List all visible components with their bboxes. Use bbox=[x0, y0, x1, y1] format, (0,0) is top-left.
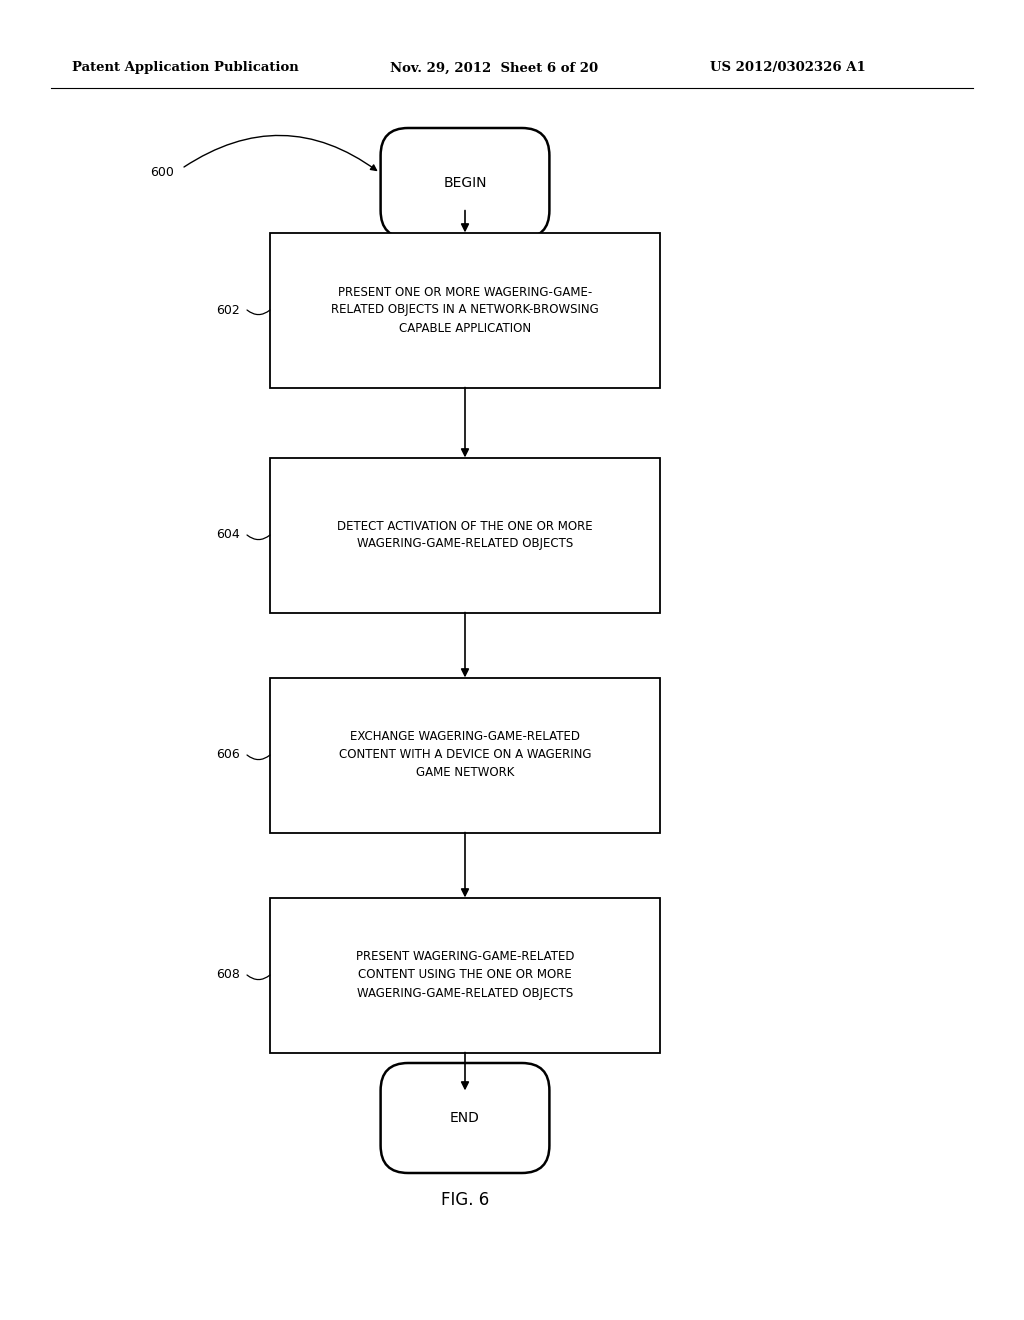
FancyBboxPatch shape bbox=[381, 1063, 550, 1173]
Bar bbox=[270, 898, 660, 1052]
Text: 606: 606 bbox=[216, 748, 240, 762]
Text: DETECT ACTIVATION OF THE ONE OR MORE
WAGERING-GAME-RELATED OBJECTS: DETECT ACTIVATION OF THE ONE OR MORE WAG… bbox=[337, 520, 593, 550]
Text: BEGIN: BEGIN bbox=[443, 176, 486, 190]
Bar bbox=[270, 677, 660, 833]
Bar bbox=[270, 458, 660, 612]
Text: US 2012/0302326 A1: US 2012/0302326 A1 bbox=[710, 62, 865, 74]
Text: PRESENT ONE OR MORE WAGERING-GAME-
RELATED OBJECTS IN A NETWORK-BROWSING
CAPABLE: PRESENT ONE OR MORE WAGERING-GAME- RELAT… bbox=[331, 285, 599, 334]
Text: 604: 604 bbox=[216, 528, 240, 541]
Text: 602: 602 bbox=[216, 304, 240, 317]
Bar bbox=[270, 232, 660, 388]
Text: Patent Application Publication: Patent Application Publication bbox=[72, 62, 299, 74]
Text: END: END bbox=[451, 1111, 480, 1125]
Text: Nov. 29, 2012  Sheet 6 of 20: Nov. 29, 2012 Sheet 6 of 20 bbox=[390, 62, 598, 74]
Text: PRESENT WAGERING-GAME-RELATED
CONTENT USING THE ONE OR MORE
WAGERING-GAME-RELATE: PRESENT WAGERING-GAME-RELATED CONTENT US… bbox=[355, 950, 574, 999]
FancyBboxPatch shape bbox=[381, 128, 550, 238]
Text: FIG. 6: FIG. 6 bbox=[441, 1191, 489, 1209]
Text: 600: 600 bbox=[151, 165, 174, 178]
Text: 608: 608 bbox=[216, 969, 240, 982]
Text: EXCHANGE WAGERING-GAME-RELATED
CONTENT WITH A DEVICE ON A WAGERING
GAME NETWORK: EXCHANGE WAGERING-GAME-RELATED CONTENT W… bbox=[339, 730, 591, 780]
